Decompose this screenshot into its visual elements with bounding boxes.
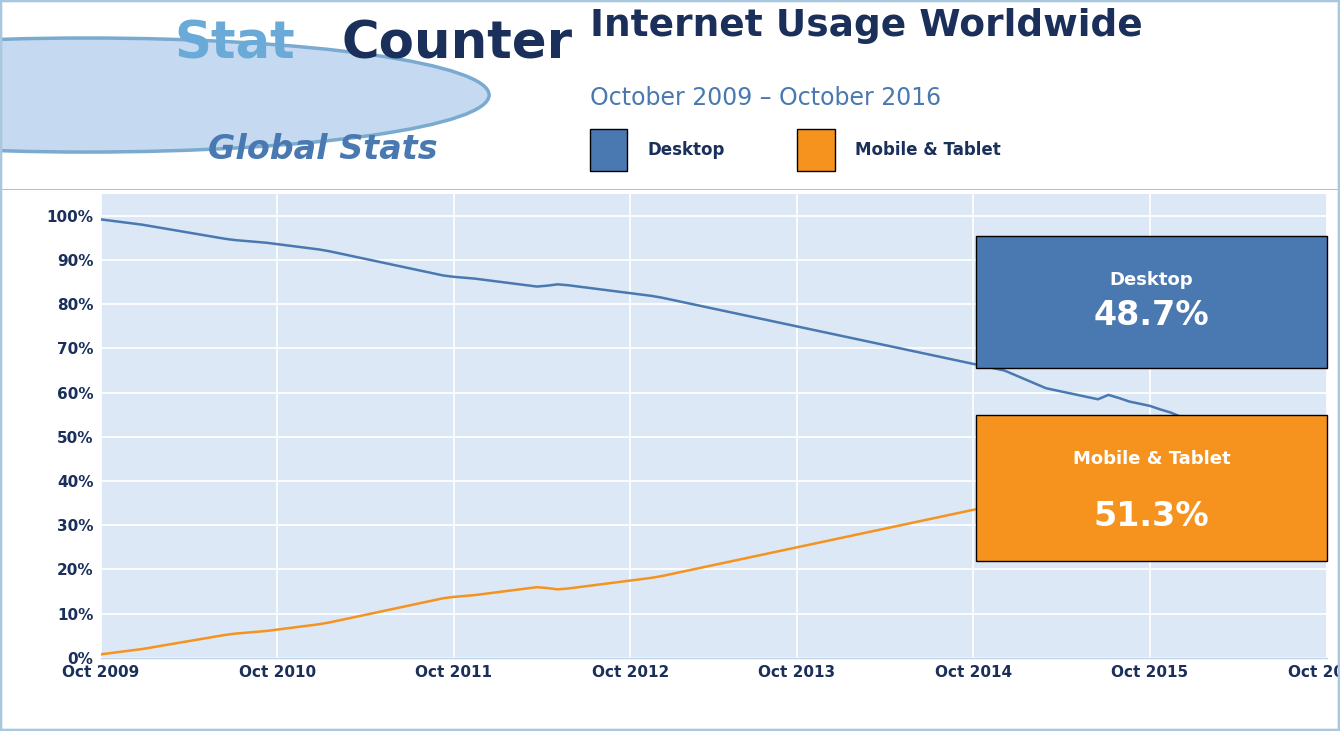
Text: Mobile & Tablet: Mobile & Tablet — [1072, 450, 1230, 468]
Text: Counter: Counter — [342, 19, 572, 69]
Text: 51.3%: 51.3% — [1093, 500, 1209, 533]
FancyBboxPatch shape — [590, 129, 627, 171]
FancyBboxPatch shape — [797, 129, 835, 171]
Text: Global Stats: Global Stats — [208, 133, 437, 166]
Text: Desktop: Desktop — [1110, 271, 1193, 289]
Text: Mobile & Tablet: Mobile & Tablet — [855, 141, 1001, 159]
Text: Internet Usage Worldwide: Internet Usage Worldwide — [590, 7, 1142, 44]
FancyBboxPatch shape — [977, 235, 1327, 368]
Circle shape — [0, 38, 489, 152]
Text: October 2009 – October 2016: October 2009 – October 2016 — [590, 86, 941, 110]
FancyBboxPatch shape — [977, 414, 1327, 561]
Text: 48.7%: 48.7% — [1093, 299, 1209, 332]
Text: Stat: Stat — [174, 19, 295, 69]
Text: Desktop: Desktop — [647, 141, 725, 159]
